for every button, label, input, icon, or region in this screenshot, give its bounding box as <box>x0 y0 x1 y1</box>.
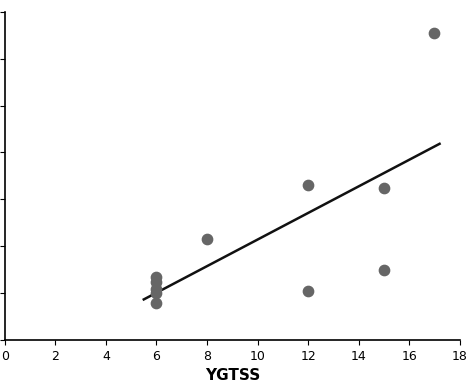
X-axis label: YGTSS: YGTSS <box>205 368 260 384</box>
Point <box>153 278 160 285</box>
Point <box>153 290 160 296</box>
Point <box>153 300 160 306</box>
Point <box>304 182 312 188</box>
Point <box>380 267 388 273</box>
Point <box>380 185 388 191</box>
Point <box>431 30 438 36</box>
Point <box>304 288 312 294</box>
Point <box>203 236 211 242</box>
Point <box>153 274 160 280</box>
Point <box>153 285 160 292</box>
